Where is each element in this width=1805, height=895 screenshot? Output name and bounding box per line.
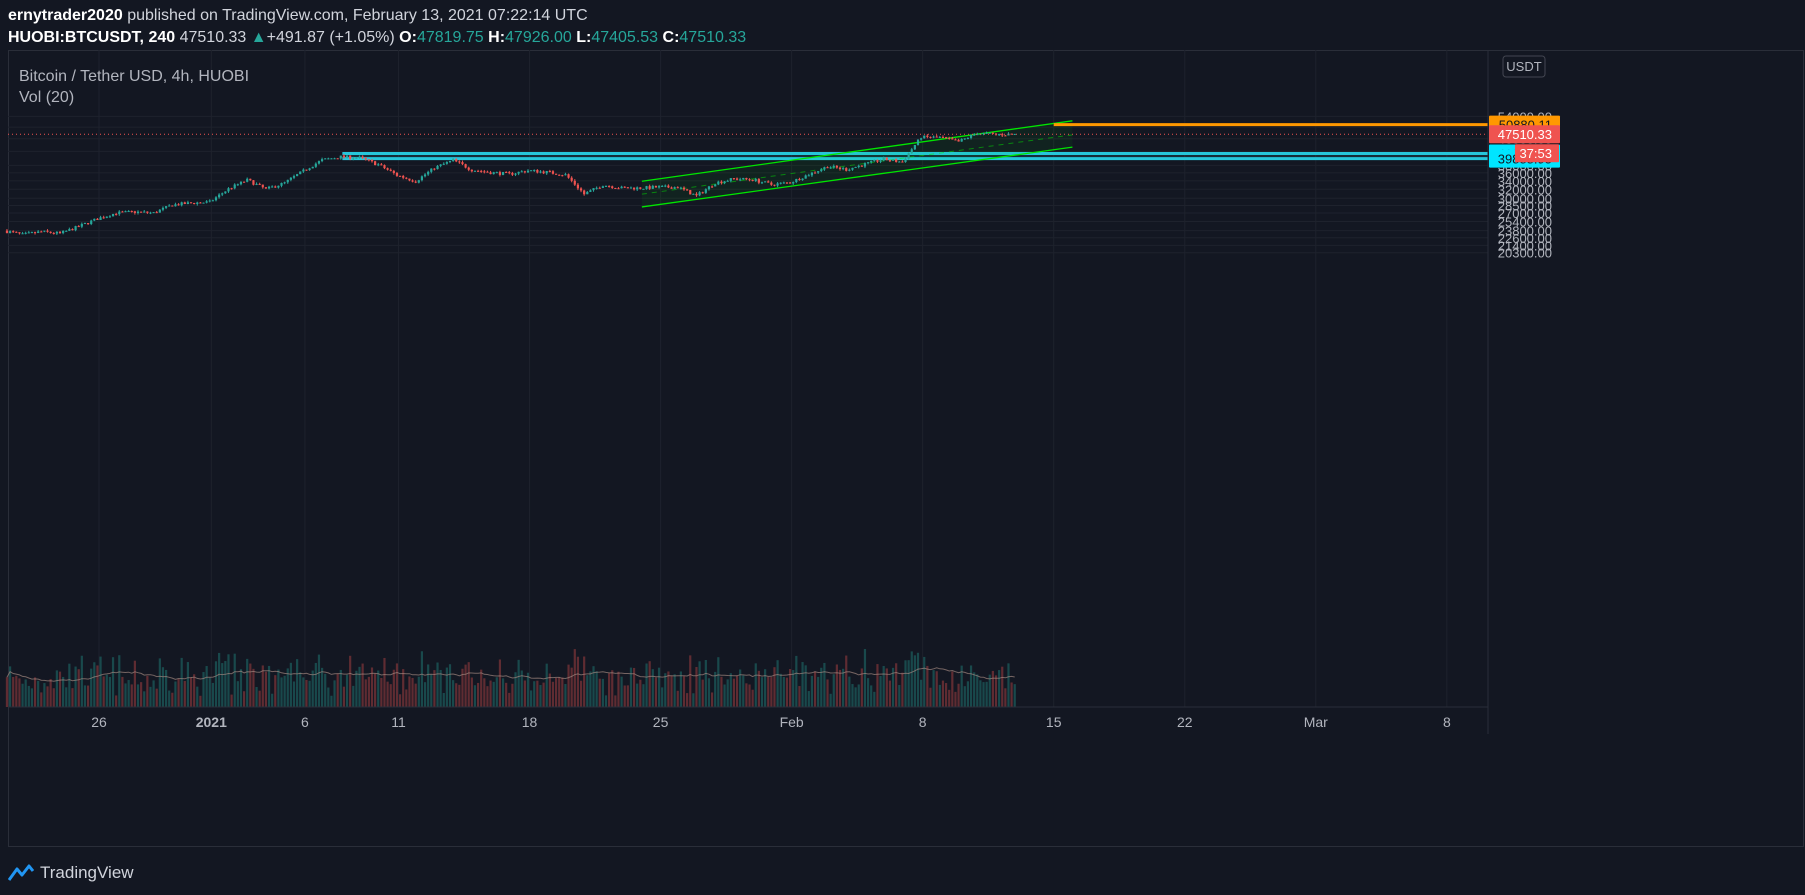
volume-indicator-label[interactable]: Vol (20)	[19, 89, 75, 106]
chart-frame[interactable]	[8, 50, 1804, 847]
symbol-label[interactable]: HUOBI:BTCUSDT, 240	[8, 29, 176, 46]
open-label: O:	[399, 29, 417, 46]
published-text: published on TradingView.com, February 1…	[127, 7, 588, 24]
low-label: L:	[576, 29, 592, 46]
close-value: 47510.33	[679, 29, 747, 46]
ohlc-line: HUOBI:BTCUSDT, 240 47510.33 ▲+491.87 (+1…	[8, 29, 746, 47]
publish-info: ernytrader2020 published on TradingView.…	[8, 7, 588, 25]
author-name[interactable]: ernytrader2020	[8, 7, 123, 24]
change-value: +491.87 (+1.05%)	[266, 29, 395, 46]
header-bar: ernytrader2020 published on TradingView.…	[0, 0, 1805, 50]
up-arrow-icon: ▲	[250, 29, 267, 46]
close-label: C:	[662, 29, 680, 46]
footer[interactable]: TradingView	[8, 858, 134, 888]
tradingview-logo-icon	[8, 864, 34, 881]
chart-legend: Bitcoin / Tether USD, 4h, HUOBI Vol (20)	[19, 66, 249, 108]
high-label: H:	[488, 29, 506, 46]
low-value: 47405.53	[591, 29, 659, 46]
last-value: 47510.33	[179, 29, 247, 46]
footer-brand: TradingView	[40, 863, 134, 882]
series-title[interactable]: Bitcoin / Tether USD, 4h, HUOBI	[19, 68, 250, 85]
open-value: 47819.75	[416, 29, 484, 46]
high-value: 47926.00	[505, 29, 572, 46]
